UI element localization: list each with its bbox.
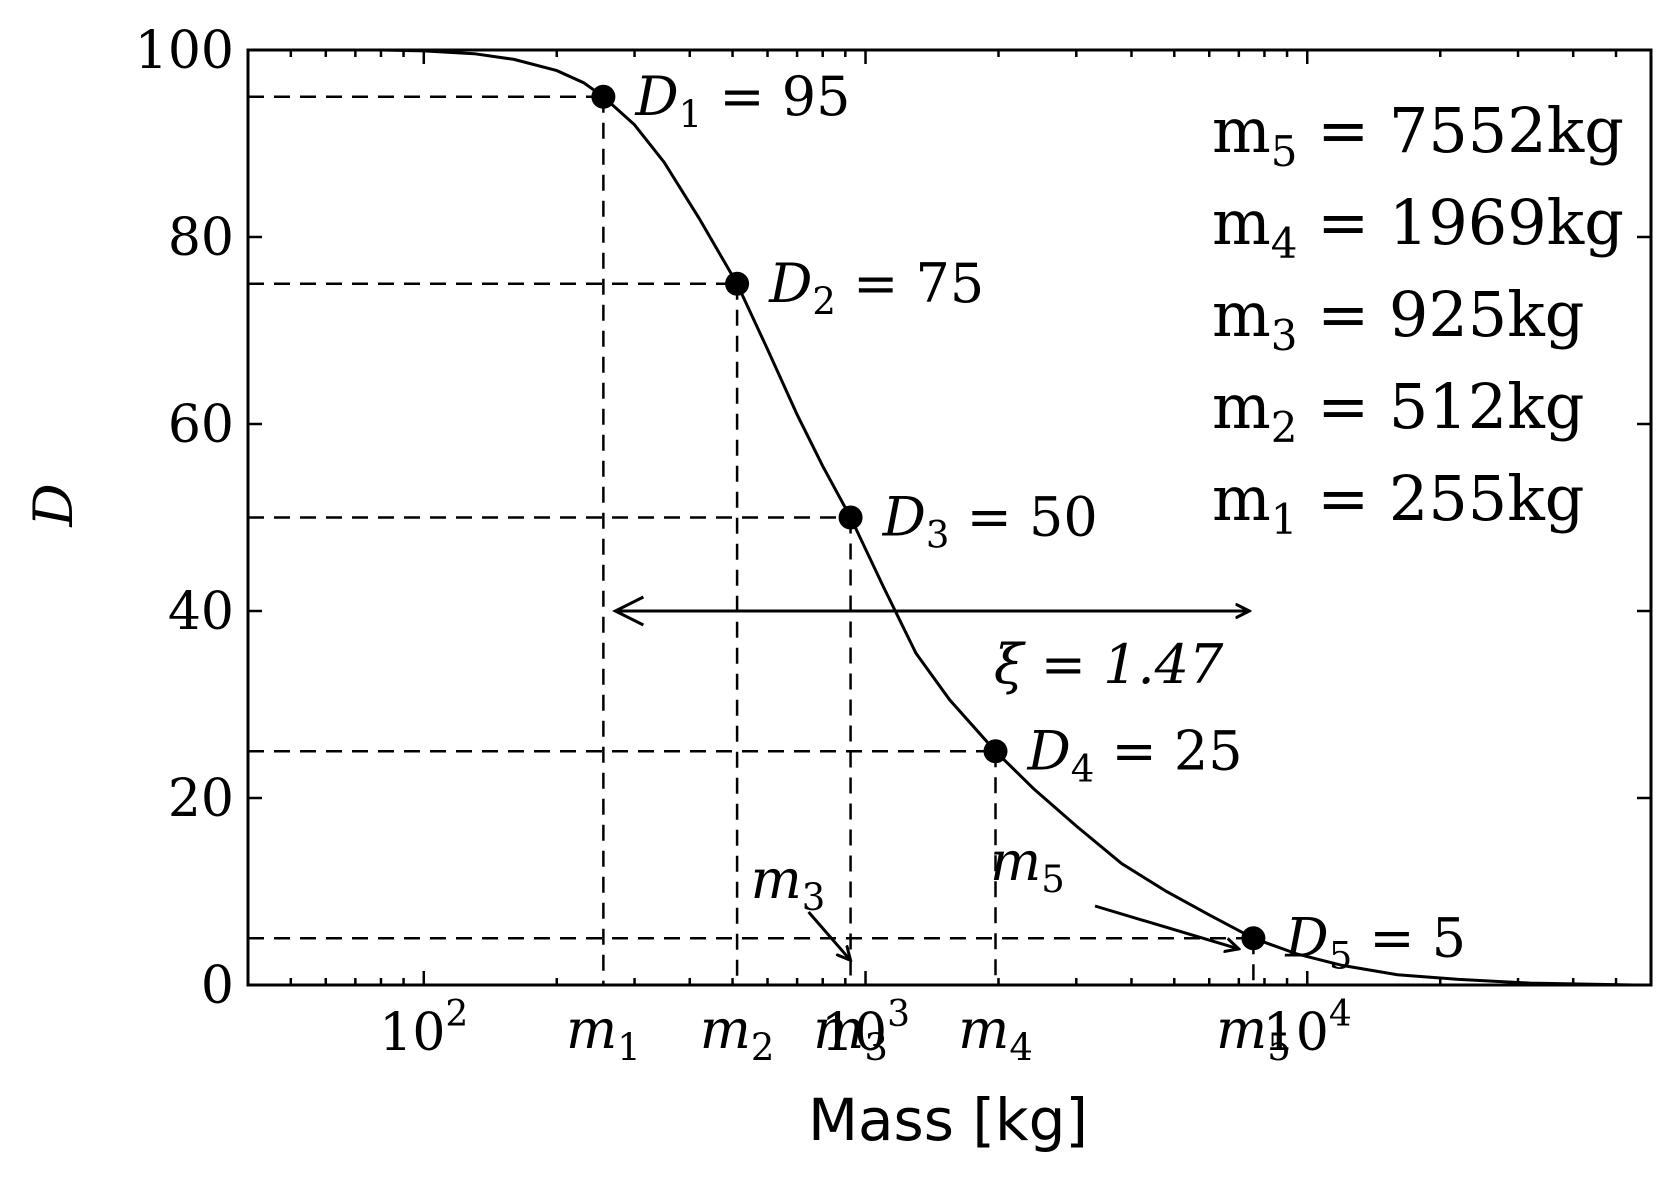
y-tick-label: 80 <box>168 208 234 268</box>
x-mass-label: m4 <box>958 998 1033 1069</box>
annotation-arrow <box>807 911 851 960</box>
data-point <box>725 271 750 296</box>
plot-area <box>246 48 1653 987</box>
y-tick-label: 20 <box>168 769 234 829</box>
x-mass-label: m5 <box>1216 998 1291 1069</box>
x-tick-label: 102 <box>379 994 468 1063</box>
y-tick-label: 60 <box>168 395 234 455</box>
point-label: D4 = 25 <box>1027 719 1243 790</box>
guide-lines <box>248 95 1255 985</box>
x-mass-label: m1 <box>566 998 641 1069</box>
axis-ticks <box>246 48 1653 987</box>
x-mass-label: m2 <box>700 998 775 1069</box>
data-point <box>1241 926 1266 951</box>
data-point <box>838 505 863 530</box>
point-label: D3 = 50 <box>882 486 1098 557</box>
y-tick-label: 40 <box>168 582 234 642</box>
mass-legend-item: m5 = 7552kg <box>1212 94 1624 176</box>
annotations: D1 = 95 m1 D2 = 75 m2 D3 = 50 m3 D4 = 25 m4 D5 =… <box>566 65 1624 1069</box>
point-label: D1 = 95 <box>634 65 850 136</box>
y-tick-label: 100 <box>135 21 234 81</box>
x-axis-label: Mass [kg] <box>808 1086 1088 1154</box>
y-tick-label: 0 <box>201 956 234 1016</box>
annotation-label: m5 <box>990 830 1065 901</box>
annotation-arrow <box>1094 904 1239 949</box>
mass-legend-item: m1 = 255kg <box>1212 462 1585 544</box>
data-points <box>591 84 1266 951</box>
point-label: D5 = 5 <box>1284 906 1466 977</box>
spread-arrow-head-left <box>612 595 645 627</box>
annotation-label: m3 <box>751 848 826 919</box>
mass-legend-item: m4 = 1969kg <box>1212 186 1624 268</box>
spread-label: ξ = 1.47 <box>994 633 1224 696</box>
x-tick-label: 104 <box>1263 994 1352 1063</box>
mass-legend-item: m3 = 925kg <box>1212 278 1585 360</box>
tick-labels: 0 20 40 60 80 100 102 103 104 <box>135 21 1352 1063</box>
mass-legend-item: m2 = 512kg <box>1212 370 1585 452</box>
x-mass-label: m3 <box>813 998 888 1069</box>
data-point <box>983 739 1008 764</box>
point-label: D2 = 75 <box>768 252 984 323</box>
x-tick-label: 103 <box>821 994 910 1063</box>
data-point <box>591 84 616 109</box>
y-axis-label: D <box>22 483 85 527</box>
